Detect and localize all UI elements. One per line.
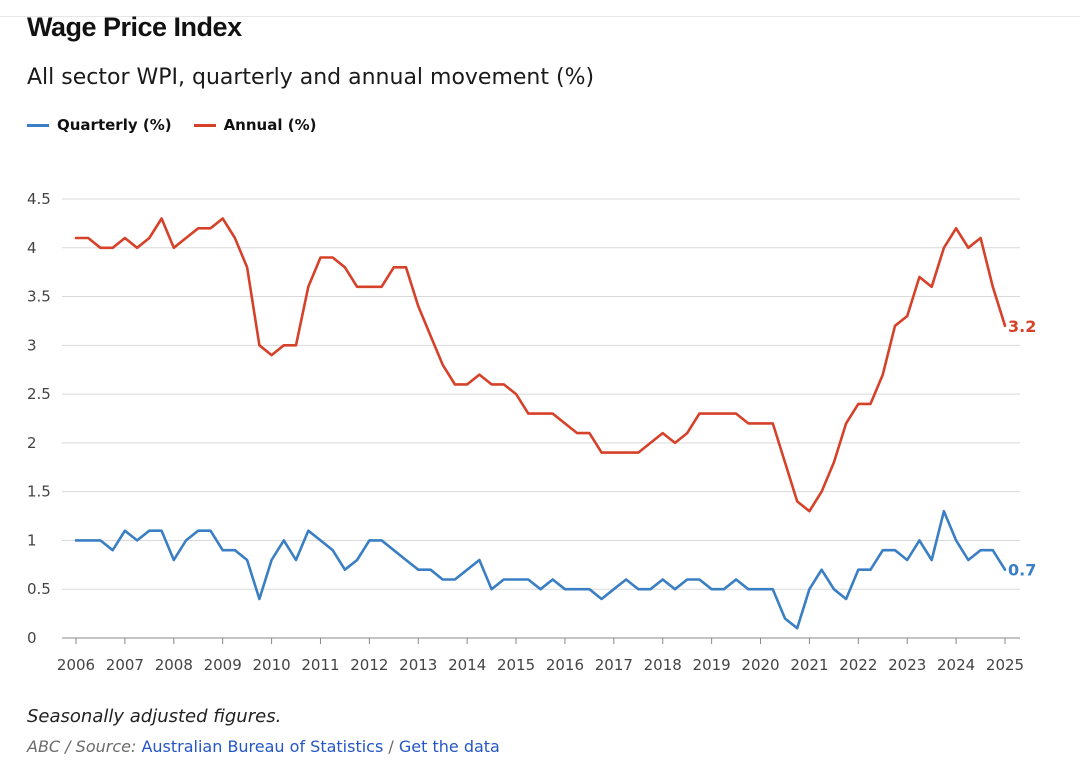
legend-label-quarterly: Quarterly (%) [57,116,172,134]
legend-swatch-quarterly [27,123,49,127]
x-tick-label: 2012 [350,656,388,674]
top-divider [0,16,1080,17]
chart-legend: Quarterly (%) Annual (%) [27,116,338,134]
x-tick-label: 2015 [497,656,535,674]
x-tick-label: 2013 [399,656,437,674]
y-tick-label: 4 [27,239,37,257]
line-chart: 0 0.5 1 1.5 2 2.5 3 3.5 4 4.5 2006 2007 2008 2009 2010… [27,190,1036,674]
x-tick-label: 2010 [252,656,290,674]
y-tick-label: 4.5 [27,190,51,208]
x-tick-label: 2018 [644,656,682,674]
x-tick-label: 2009 [204,656,242,674]
x-tick-label: 2022 [839,656,877,674]
chart-title: Wage Price Index [27,12,242,42]
series-line-quarterly [74,509,1007,630]
y-tick-label: 3 [27,336,37,354]
x-tick-label: 2008 [155,656,193,674]
legend-label-annual: Annual (%) [223,116,317,134]
x-tick-label: 2025 [986,656,1024,674]
chart-subtitle: All sector WPI, quarterly and annual mov… [27,65,595,90]
get-data-link[interactable]: Get the data [398,737,500,756]
x-tick-label: 2016 [546,656,584,674]
x-tick-label: 2007 [106,656,144,674]
x-tick-label: 2024 [937,656,975,674]
source-line: ABC / Source: Australian Bureau of Stati… [27,737,500,756]
x-tick-label: 2006 [57,656,95,674]
legend-swatch-annual [193,123,216,127]
y-tick-label: 1 [27,531,37,549]
legend-item-quarterly[interactable]: Quarterly (%) [27,116,172,134]
x-tick-label: 2020 [741,656,779,674]
x-tick-label: 2014 [448,656,486,674]
x-tick-label: 2019 [693,656,731,674]
x-tick-label: 2017 [595,656,633,674]
y-tick-label: 3.5 [27,288,51,306]
footnote: Seasonally adjusted figures. [27,706,282,727]
end-label-quarterly: 0.7 [1008,561,1036,580]
legend-item-annual[interactable]: Annual (%) [193,116,317,134]
y-tick-label: 1.5 [27,483,51,501]
y-tick-label: 0 [27,629,37,647]
x-tick-label: 2021 [790,656,828,674]
x-tick-label: 2011 [301,656,339,674]
y-tick-label: 2.5 [27,385,51,403]
source-prefix: ABC / Source: [27,737,142,756]
source-separator: / [383,737,399,756]
series-line-annual [74,217,1007,513]
x-tick-label: 2023 [888,656,926,674]
y-tick-label: 0.5 [27,580,51,598]
end-label-annual: 3.2 [1008,317,1036,336]
y-tick-label: 2 [27,434,37,452]
source-link[interactable]: Australian Bureau of Statistics [141,737,384,756]
